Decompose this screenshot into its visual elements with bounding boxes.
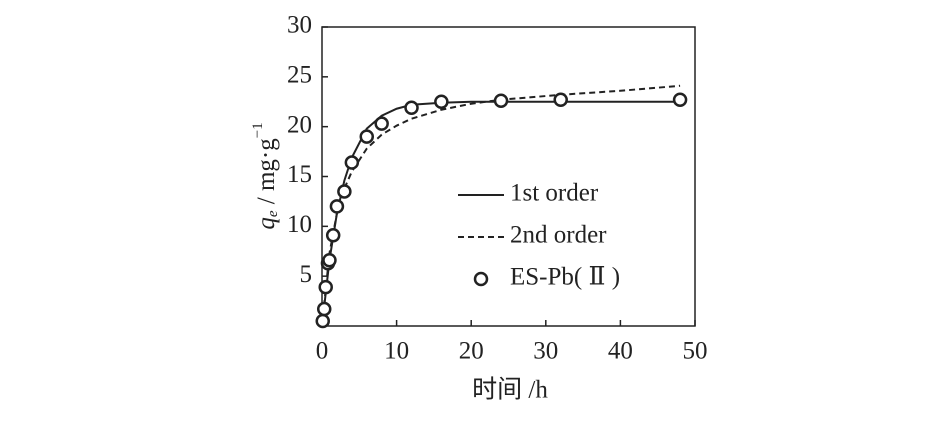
x-tick-label: 50 [683, 338, 708, 365]
y-axis-label: qe / mg·g−1 [250, 122, 281, 229]
y-axis-label-part: q [253, 217, 280, 230]
data-point [344, 155, 360, 170]
data-point [325, 228, 341, 243]
y-tick-label: 5 [300, 261, 313, 288]
legend-label: ES-Pb( Ⅱ ) [510, 264, 620, 291]
y-axis-label-part: −1 [250, 122, 266, 138]
fit-line [321, 100, 681, 327]
plot-frame [321, 26, 696, 327]
legend-label: 1st order [510, 180, 599, 207]
x-tick-label: 40 [608, 338, 633, 365]
y-axis-label-part: e [265, 210, 281, 217]
x-tick-label: 20 [459, 338, 484, 365]
legend-swatch [473, 271, 489, 287]
data-point [316, 301, 332, 317]
x-tick-label: 0 [316, 338, 329, 365]
data-point [374, 116, 389, 131]
data-point [329, 199, 345, 214]
y-tick-label: 10 [287, 211, 312, 238]
data-point [672, 92, 688, 108]
data-point [434, 94, 449, 109]
data-point [322, 252, 337, 268]
y-tick-label: 15 [287, 161, 312, 188]
y-tick-label: 25 [287, 62, 312, 89]
data-point [404, 100, 419, 115]
y-tick-label: 30 [287, 12, 312, 39]
data-point [553, 92, 568, 108]
data-point [493, 93, 509, 109]
x-axis-label: 时间 /h [472, 376, 548, 404]
x-tick-label: 30 [533, 338, 558, 365]
data-point [359, 129, 375, 144]
data-point [315, 313, 330, 329]
data-point [318, 279, 333, 295]
x-tick-label: 10 [384, 338, 409, 365]
y-axis-label-part: / mg·g [253, 138, 280, 211]
data-point [337, 184, 352, 199]
legend-label: 2nd order [510, 222, 607, 249]
y-tick-label: 20 [287, 111, 312, 138]
